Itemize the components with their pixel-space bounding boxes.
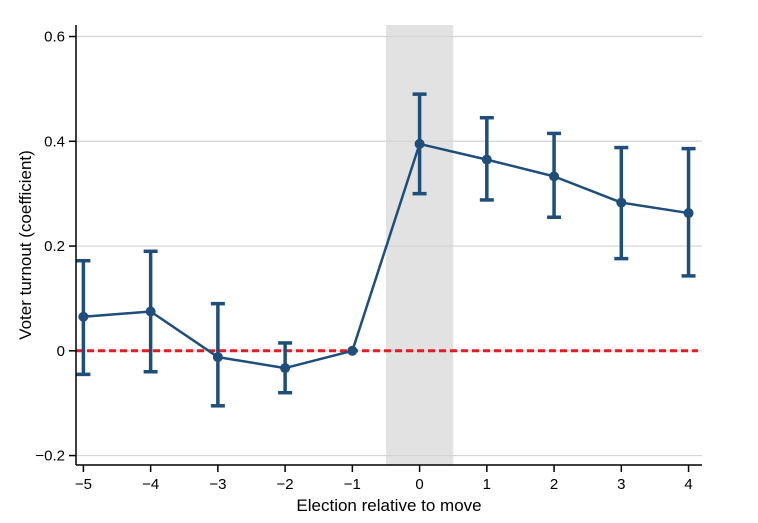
x-tick-label: −5 (75, 476, 92, 493)
data-point (616, 197, 627, 208)
x-tick-label: 3 (617, 476, 625, 493)
y-tick-label: −0.2 (35, 448, 65, 465)
data-point (145, 306, 156, 317)
data-point (414, 138, 425, 149)
x-tick-label: −3 (209, 476, 226, 493)
y-tick-label: 0.6 (44, 29, 65, 46)
series-line (83, 142, 689, 370)
x-tick-label: 2 (550, 476, 558, 493)
x-tick-label: −1 (344, 476, 361, 493)
x-tick-label: 1 (483, 476, 491, 493)
data-point (280, 363, 291, 374)
data-point (78, 311, 89, 322)
x-tick-label: −2 (277, 476, 294, 493)
y-axis-title: Voter turnout (coefficient) (16, 150, 35, 340)
x-axis-title: Election relative to move (296, 496, 482, 515)
x-tick-label: 4 (684, 476, 692, 493)
y-tick-label: 0.2 (44, 238, 65, 255)
y-tick-label: 0.4 (44, 133, 65, 150)
data-point (549, 171, 560, 182)
x-tick-label: 0 (415, 476, 423, 493)
treatment-period-band (385, 25, 454, 465)
data-point (212, 352, 223, 363)
x-tick-label: −4 (142, 476, 159, 493)
data-point (347, 345, 358, 356)
data-point (683, 208, 694, 219)
y-tick-label: 0 (57, 343, 65, 360)
data-point (481, 154, 492, 165)
